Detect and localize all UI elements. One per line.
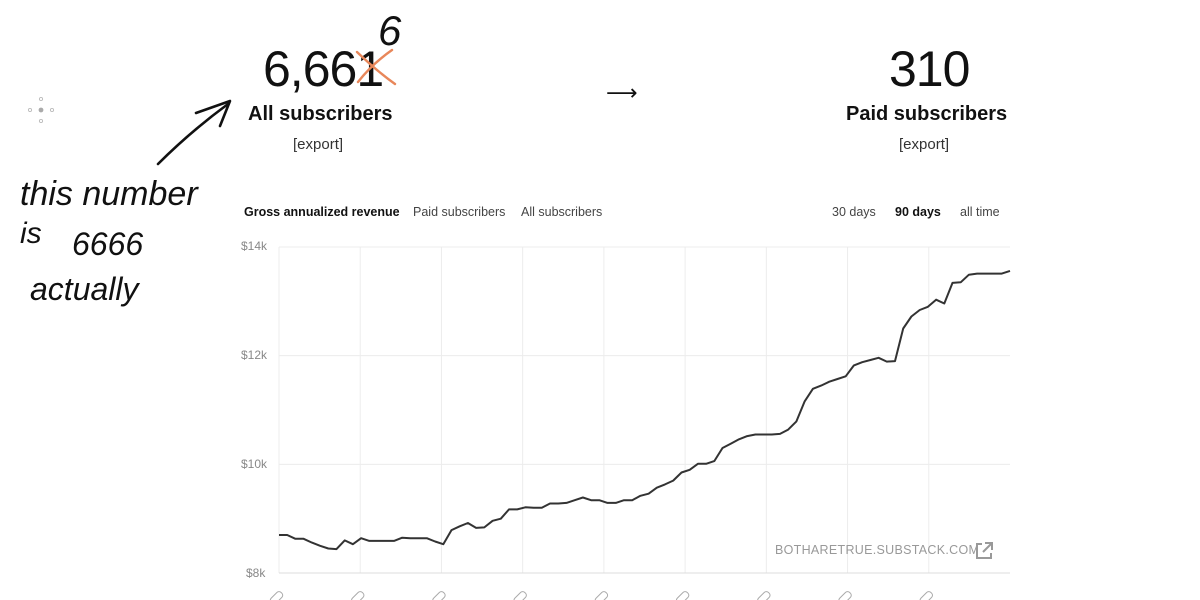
paid-subscribers-count: 310	[889, 41, 970, 97]
x-tick-label-clipped	[675, 591, 690, 600]
tab-paid-subscribers[interactable]: Paid subscribers	[413, 205, 506, 219]
x-tick-label-clipped	[757, 591, 771, 600]
range-all-time[interactable]: all time	[960, 205, 1000, 219]
arrow-icon: ⟶	[606, 80, 638, 105]
annotation-line-3: 6666	[72, 226, 143, 262]
annotation-line-1: this number	[20, 175, 199, 213]
range-90-days[interactable]: 90 days	[895, 205, 941, 219]
external-link-icon[interactable]	[973, 540, 995, 562]
x-tick-label-clipped	[594, 591, 609, 600]
y-tick-label-14k: $14k	[241, 239, 268, 253]
x-tick-label-clipped	[351, 591, 365, 600]
x-tick-label-clipped	[838, 591, 852, 600]
all-subscribers-label: All subscribers	[248, 103, 393, 125]
annotation-arrow	[194, 99, 232, 128]
tab-all-subscribers[interactable]: All subscribers	[521, 205, 603, 219]
y-tick-label-12k: $12k	[241, 348, 268, 362]
y-tick-label-10k: $10k	[241, 457, 268, 471]
correction-digit: 6	[378, 7, 402, 54]
tab-gross-annualized-revenue[interactable]: Gross annualized revenue	[244, 205, 400, 219]
x-tick-label-clipped	[513, 591, 527, 600]
x-tick-label-clipped	[432, 591, 446, 600]
paid-subscribers-label: Paid subscribers	[846, 103, 1008, 125]
export-all-subscribers-link[interactable]: [export]	[293, 136, 344, 153]
x-tick-label-clipped	[919, 591, 933, 600]
strike-mark	[355, 50, 397, 86]
x-tick-label-clipped	[269, 591, 284, 600]
strike-mark	[356, 48, 394, 84]
series-line-gross-annualized-revenue	[279, 269, 1011, 551]
annotation-arrow	[156, 102, 230, 166]
range-30-days[interactable]: 30 days	[832, 205, 876, 219]
annotation-line-4: actually	[30, 271, 141, 307]
all-subscribers-count: 6,661	[263, 41, 384, 97]
source-watermark: BOTHARETRUE.SUBSTACK.COM	[775, 543, 980, 557]
annotation-line-2: is	[20, 217, 42, 250]
move-handle-icon[interactable]	[27, 96, 55, 124]
y-tick-label-8k: $8k	[246, 566, 266, 580]
export-paid-subscribers-link[interactable]: [export]	[899, 136, 950, 153]
